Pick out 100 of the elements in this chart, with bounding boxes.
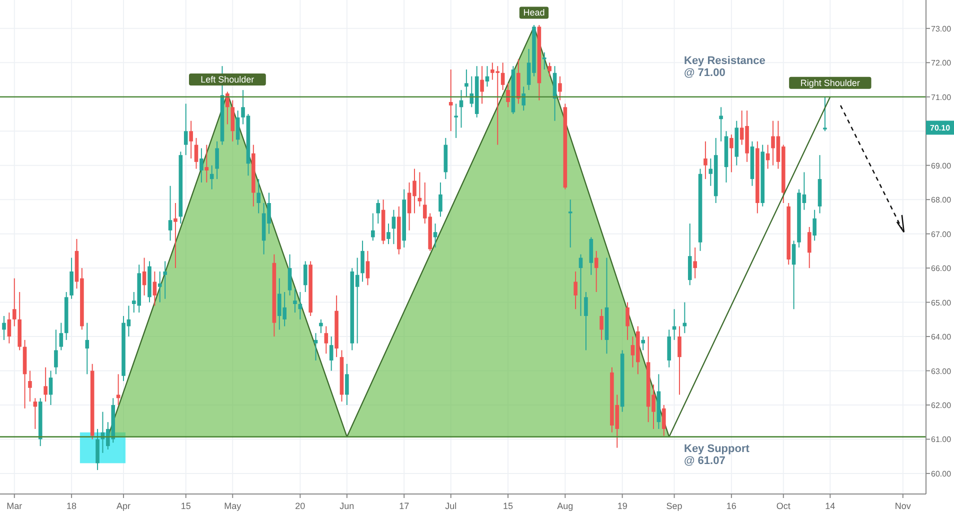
candlestick <box>298 292 302 320</box>
y-tick-label: 72.00 <box>931 58 952 68</box>
candlestick <box>522 86 526 112</box>
candlestick <box>600 308 604 340</box>
x-tick-label: Jun <box>340 501 354 511</box>
candlestick <box>142 257 146 296</box>
candlestick <box>568 199 572 248</box>
y-tick-label: 67.00 <box>931 230 952 239</box>
candlestick <box>345 363 349 406</box>
candlestick <box>480 66 484 104</box>
candlestick <box>823 96 827 132</box>
x-tick-label: 18 <box>66 501 77 511</box>
ref-line-label: Key Resistance @ 71.00 <box>684 54 766 79</box>
y-tick-label: 60.00 <box>931 469 952 478</box>
x-tick-label: 14 <box>825 501 836 511</box>
candlestick <box>59 322 64 351</box>
candlestick <box>500 62 505 91</box>
candlestick <box>433 223 438 248</box>
candlestick <box>584 292 588 351</box>
candlestick <box>485 66 490 88</box>
candlestick <box>314 332 318 361</box>
candlestick <box>96 428 100 471</box>
candlestick <box>542 52 546 70</box>
x-tick-label: 20 <box>295 501 306 511</box>
candlestick <box>662 404 666 436</box>
candlestick <box>360 240 364 282</box>
candlestick <box>574 270 578 310</box>
candlestick <box>230 100 235 142</box>
y-tick-label: 71.00 <box>931 92 952 102</box>
candlestick <box>688 223 692 286</box>
x-tick-label: 15 <box>180 501 191 511</box>
annotation: Right Shoulder <box>800 78 860 88</box>
candlestick <box>626 302 630 340</box>
candlestick <box>678 326 682 396</box>
candlestick <box>152 270 157 306</box>
candlestick <box>85 322 90 375</box>
candlestick <box>70 257 74 300</box>
candlestick <box>366 250 370 286</box>
x-tick-label: Apr <box>116 501 131 511</box>
candlestick <box>33 398 38 430</box>
candlestick <box>558 76 562 101</box>
candlestick <box>210 164 214 190</box>
candlestick <box>438 182 442 218</box>
candlestick <box>704 140 708 180</box>
candlestick <box>293 288 297 314</box>
y-tick-label: 68.00 <box>931 196 952 205</box>
candlestick <box>189 120 193 160</box>
x-tick-label: 16 <box>726 501 736 511</box>
candlestick <box>54 329 58 375</box>
candlestick <box>578 254 583 316</box>
candlestick <box>163 260 167 300</box>
x-tick-label: Sep <box>666 501 682 511</box>
candlestick <box>667 329 671 368</box>
candlestick <box>376 199 380 224</box>
candlestick <box>288 254 292 296</box>
candlestick <box>226 91 230 125</box>
y-tick-label: 66.00 <box>931 264 952 274</box>
candlestick <box>454 103 458 138</box>
x-tick-label: Oct <box>776 501 791 511</box>
x-tick-label: Aug <box>557 501 574 511</box>
candlestick <box>7 312 12 344</box>
candlestick <box>682 302 687 334</box>
candlestick <box>48 370 53 406</box>
annotation: Head <box>523 8 545 18</box>
candlestick <box>693 247 697 279</box>
candlestick <box>319 318 323 334</box>
y-tick-label: 69.00 <box>931 161 952 170</box>
candlestick <box>204 144 209 183</box>
candlestick <box>2 315 6 340</box>
candlestick <box>184 103 188 156</box>
candlestick <box>506 82 510 108</box>
candlestick <box>812 209 816 242</box>
candlestick <box>719 106 723 142</box>
candlestick <box>174 202 178 269</box>
candlestick <box>386 223 390 245</box>
candlestick <box>392 209 396 245</box>
candlestick <box>158 270 162 303</box>
candlestick <box>641 336 646 351</box>
y-tick-label: 63.00 <box>931 366 952 376</box>
y-tick-label: 62.00 <box>931 400 952 410</box>
x-tick-label: 19 <box>617 501 628 511</box>
candlestick <box>256 178 261 214</box>
candlestick <box>236 110 240 146</box>
y-tick-label: 65.00 <box>931 298 952 308</box>
y-tick-label: 61.00 <box>931 435 952 444</box>
x-tick-label: Mar <box>6 501 22 511</box>
candlestick <box>792 240 796 310</box>
candlestick <box>12 278 16 327</box>
candlestick <box>215 140 219 180</box>
candlestick <box>324 326 328 354</box>
candlestick <box>730 134 734 173</box>
candlestick <box>448 68 453 132</box>
annotation: Left Shoulder <box>200 74 254 84</box>
annotation: 70.10 <box>930 124 951 133</box>
candlestick <box>303 260 308 293</box>
candlestick <box>589 236 594 276</box>
candlestick <box>116 374 120 406</box>
candlestick <box>548 62 552 77</box>
candlestick <box>464 68 468 98</box>
candlestick <box>200 148 204 183</box>
